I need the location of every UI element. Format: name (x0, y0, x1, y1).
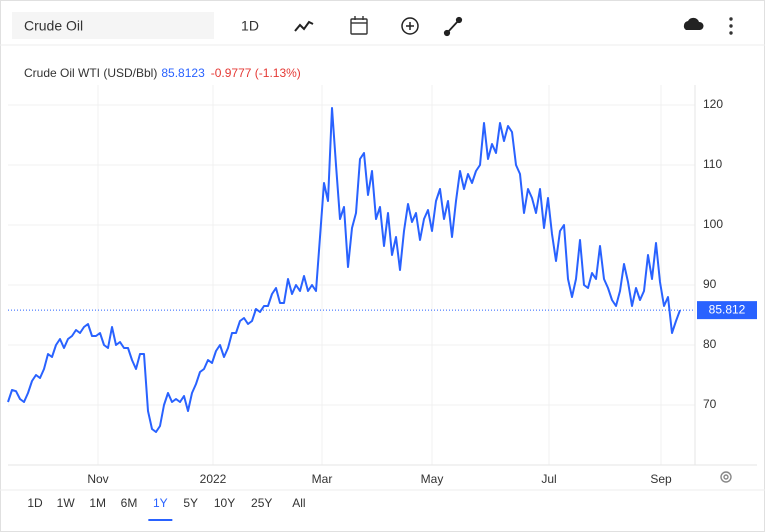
menu-icon[interactable] (729, 17, 733, 35)
range-button[interactable]: 1Y (153, 496, 168, 510)
x-tick-label: Jul (541, 472, 556, 486)
price-line-series (7, 107, 681, 433)
last-price-box (697, 301, 757, 320)
range-button[interactable]: 1D (27, 496, 43, 510)
settings-icon[interactable] (720, 471, 732, 483)
x-tick-label: May (421, 472, 444, 486)
legend-last: 85.8123 (161, 66, 205, 80)
y-tick-label: 80 (703, 337, 717, 351)
search-text[interactable]: Crude Oil (24, 18, 83, 34)
search-box[interactable] (12, 12, 214, 39)
y-tick-label: 70 (703, 397, 717, 411)
x-tick-label: Sep (650, 472, 672, 486)
legend-symbol: Crude Oil WTI (USD/Bbl) (24, 66, 157, 80)
range-button[interactable]: 1M (89, 496, 106, 510)
interval[interactable]: 1D (241, 18, 259, 34)
legend-change: -0.9777 (-1.13%) (211, 66, 301, 80)
chart-type-icon[interactable] (294, 20, 314, 32)
compare-icon[interactable] (401, 17, 419, 35)
draw-icon[interactable] (443, 16, 463, 37)
x-tick-label: 2022 (200, 472, 227, 486)
x-tick-label: Mar (312, 472, 333, 486)
range-button[interactable]: 1W (57, 496, 76, 510)
legend: Crude Oil WTI (USD/Bbl) 85.8123 -0.9777 (-… (24, 66, 301, 80)
range-button[interactable]: 5Y (183, 496, 198, 510)
last-price-label: 85.812 (709, 302, 746, 316)
range-button[interactable]: 10Y (214, 496, 235, 510)
y-tick-label: 90 (703, 277, 717, 291)
range-button[interactable]: 25Y (251, 496, 272, 510)
y-tick-label: 110 (703, 157, 722, 171)
y-tick-label: 120 (703, 97, 723, 111)
x-tick-label: Nov (87, 472, 108, 486)
calendar-icon[interactable] (350, 16, 368, 35)
download-icon[interactable] (683, 17, 704, 30)
range-button[interactable]: 6M (121, 496, 138, 510)
y-tick-label: 100 (703, 217, 723, 231)
range-button[interactable]: All (292, 496, 305, 510)
